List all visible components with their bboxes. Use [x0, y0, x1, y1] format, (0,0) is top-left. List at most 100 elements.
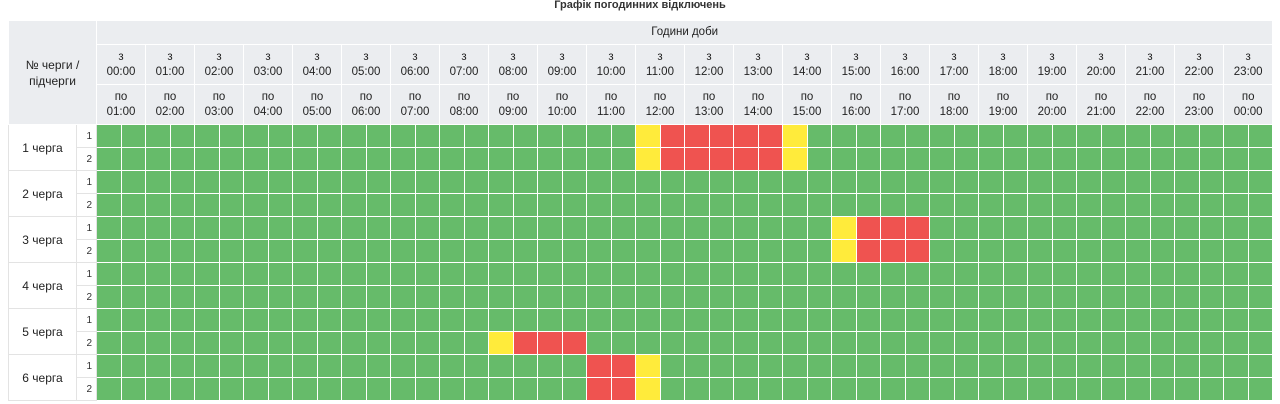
slot-cell-on: [1248, 331, 1274, 355]
from-prefix: з: [1147, 50, 1153, 63]
slot-cell-on: [929, 262, 956, 286]
slot-cell-on: [121, 262, 147, 286]
from-prefix: з: [265, 50, 271, 63]
slot-cell-on: [390, 331, 417, 355]
slot-cell-on: [464, 354, 490, 378]
slot-cell-on: [660, 216, 686, 240]
slot-cell-on: [635, 285, 662, 309]
slot-cell-on: [219, 331, 245, 355]
slot-cell-on: [611, 193, 637, 217]
subqueue-label: 2: [75, 193, 98, 217]
hour-to-header: по 10:00: [537, 84, 588, 125]
subqueue-label: 2: [75, 147, 98, 171]
slot-cell-on: [978, 239, 1005, 263]
slot-cell-on: [145, 239, 172, 263]
hour-to-header: по 18:00: [929, 84, 980, 125]
slot-cell-on: [96, 331, 123, 355]
slot-cell-on: [880, 377, 907, 401]
slot-cell-on: [1125, 193, 1152, 217]
slot-cell-on: [292, 193, 319, 217]
to-prefix: по: [996, 90, 1010, 103]
slot-cell-on: [366, 331, 392, 355]
slot-cell-on: [1101, 262, 1127, 286]
slot-cell-on: [268, 124, 294, 148]
slot-cell-on: [978, 193, 1005, 217]
slot-cell-on: [268, 308, 294, 332]
slot-cell-off: [856, 239, 882, 263]
from-prefix: з: [1196, 50, 1202, 63]
slot-cell-on: [1027, 170, 1054, 194]
hour-to-time: 17:00: [890, 105, 920, 118]
slot-cell-on: [807, 377, 833, 401]
slot-cell-on: [1125, 216, 1152, 240]
slot-cell-on: [856, 147, 882, 171]
hour-to-header: по 09:00: [488, 84, 539, 125]
slot-cell-on: [929, 170, 956, 194]
hour-from-time: 20:00: [1086, 65, 1116, 78]
slot-cell-on: [905, 262, 931, 286]
slot-cell-on: [341, 193, 368, 217]
slot-cell-on: [268, 170, 294, 194]
slot-cell-on: [856, 377, 882, 401]
slot-cell-on: [1076, 262, 1103, 286]
table-row: 2 черга 1: [8, 170, 1274, 217]
slot-cell-on: [831, 285, 858, 309]
slot-cell-on: [415, 354, 441, 378]
slot-cell-on: [219, 308, 245, 332]
slot-cell-on: [1248, 262, 1274, 286]
slot-cell-on: [464, 147, 490, 171]
slot-cell-on: [1101, 147, 1127, 171]
to-prefix: по: [310, 90, 324, 103]
subqueue-label: 1: [75, 354, 98, 378]
slot-cell-on: [660, 331, 686, 355]
slot-cell-on: [415, 239, 441, 263]
hour-to-time: 10:00: [547, 105, 577, 118]
slot-cell-on: [317, 308, 343, 332]
to-prefix: по: [947, 90, 961, 103]
slot-cell-on: [1101, 377, 1127, 401]
slot-cell-on: [1003, 170, 1029, 194]
slot-cell-on: [292, 170, 319, 194]
slot-cell-on: [807, 285, 833, 309]
slot-cell-on: [341, 285, 368, 309]
slot-cell-on: [439, 193, 466, 217]
slot-cell-on: [366, 354, 392, 378]
slot-cell-on: [611, 239, 637, 263]
slot-cell-on: [905, 377, 931, 401]
hour-to-header: по 17:00: [880, 84, 931, 125]
from-prefix: з: [118, 50, 124, 63]
slot-cell-on: [537, 377, 564, 401]
hour-from-header: з 13:00: [733, 44, 784, 85]
slot-cell-on: [562, 147, 588, 171]
slot-cell-on: [1199, 239, 1225, 263]
hour-to-time: 18:00: [939, 105, 969, 118]
slot-cell-on: [1199, 193, 1225, 217]
slot-cell-on: [831, 308, 858, 332]
slot-cell-on: [1199, 308, 1225, 332]
slot-cell-off: [856, 216, 882, 240]
slot-cell-on: [1027, 262, 1054, 286]
slot-cell-on: [1199, 285, 1225, 309]
slot-cell-on: [1003, 308, 1029, 332]
slot-cell-on: [243, 262, 270, 286]
hour-to-header: по 05:00: [292, 84, 343, 125]
slot-cell-on: [1052, 170, 1078, 194]
slot-cell-on: [317, 124, 343, 148]
slot-cell-on: [194, 193, 221, 217]
slot-cell-on: [1199, 262, 1225, 286]
hour-from-time: 16:00: [890, 65, 920, 78]
slot-cell-on: [243, 354, 270, 378]
slot-cell-on: [243, 331, 270, 355]
slot-cell-on: [96, 308, 123, 332]
slot-cell-off: [684, 147, 711, 171]
slot-cell-on: [709, 331, 735, 355]
slot-cell-on: [1052, 308, 1078, 332]
slot-cell-on: [488, 170, 515, 194]
hour-from-time: 13:00: [743, 65, 773, 78]
slot-cell-off: [905, 216, 931, 240]
slot-cell-on: [635, 262, 662, 286]
slot-cell-on: [880, 308, 907, 332]
slot-cell-on: [219, 262, 245, 286]
hour-to-header: по 01:00: [96, 84, 147, 125]
slot-cell-on: [170, 193, 196, 217]
